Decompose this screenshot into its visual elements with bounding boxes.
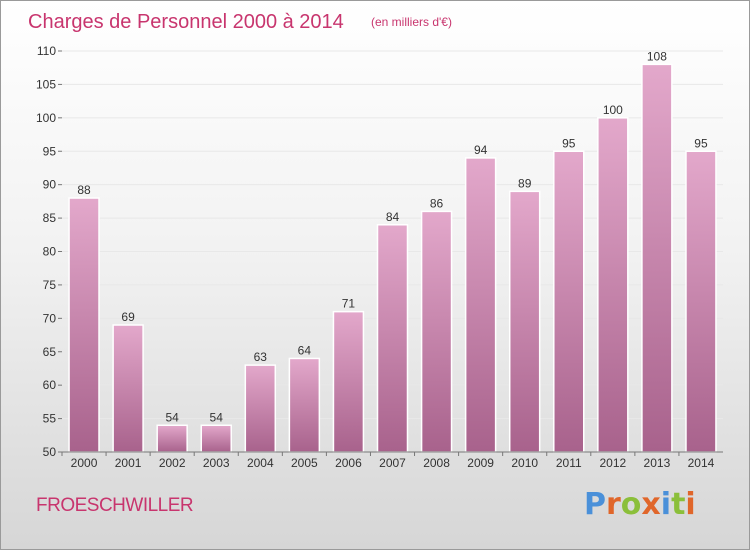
bar-2012	[597, 117, 629, 453]
data-label: 88	[77, 183, 91, 197]
bar-2007	[376, 224, 409, 453]
data-label: 86	[430, 196, 444, 210]
bar-2009	[464, 157, 497, 453]
bar-2001	[112, 324, 144, 453]
y-tick-label: 105	[36, 77, 56, 91]
y-tick-label: 65	[43, 345, 57, 359]
y-tick-label: 55	[43, 412, 57, 426]
bar-2010	[508, 190, 541, 453]
y-tick-label: 80	[43, 245, 57, 259]
data-label: 64	[298, 343, 312, 357]
bar-2003	[200, 424, 232, 453]
y-tick-label: 95	[43, 144, 57, 158]
x-tick-label: 2002	[159, 456, 186, 470]
bar-2000	[68, 197, 100, 453]
x-tick-label: 2007	[379, 456, 406, 470]
data-label: 71	[342, 297, 356, 311]
chart-title: Charges de Personnel 2000 à 2014	[28, 11, 344, 33]
y-tick-label: 110	[37, 44, 56, 58]
logo-letter: x	[641, 487, 661, 522]
x-axis: 2000 2001 2002 2003 2004 2005 2006 2007 2008 2009…	[61, 452, 715, 470]
data-label: 89	[518, 176, 532, 190]
data-label: 54	[165, 410, 179, 424]
data-label: 94	[474, 143, 488, 157]
y-tick-label: 75	[43, 278, 57, 292]
data-label: 95	[694, 136, 708, 150]
x-tick-label: 2005	[291, 456, 318, 470]
place-name: FROESCHWILLER	[36, 495, 194, 516]
chart-subtitle: (en milliers d'€)	[371, 15, 452, 29]
y-tick-label: 85	[43, 211, 57, 225]
x-tick-label: 2011	[556, 456, 582, 470]
y-tick-label: 50	[43, 445, 57, 459]
bars: 88 69 54 54 63 64 71 84 86 94 89 95 100 108 95	[68, 49, 717, 453]
y-tick-label: 70	[43, 311, 57, 325]
data-label: 108	[647, 49, 667, 63]
bar-2006	[332, 310, 365, 453]
logo-letter: P	[584, 487, 606, 522]
bar-2008	[420, 210, 453, 453]
y-axis: 50 55 60 65 70 75 80 85 90 95 100 105 110	[36, 44, 62, 459]
y-tick-label: 100	[36, 111, 56, 125]
logo-letter: r	[606, 487, 621, 522]
x-tick-label: 2006	[335, 456, 362, 470]
bar-2005	[288, 357, 321, 453]
data-label: 100	[603, 103, 623, 117]
y-tick-label: 90	[43, 178, 57, 192]
x-tick-label: 2008	[423, 456, 450, 470]
bar-2002	[156, 424, 188, 453]
data-label: 69	[121, 310, 135, 324]
data-label: 84	[386, 210, 400, 224]
bar-2011	[553, 150, 585, 453]
x-tick-label: 2001	[115, 456, 142, 470]
bar-2014	[685, 150, 717, 453]
logo-letter: i	[660, 487, 672, 522]
data-label: 54	[210, 410, 224, 424]
data-label: 63	[254, 350, 268, 364]
y-tick-label: 60	[43, 378, 57, 392]
x-tick-label: 2013	[644, 456, 671, 470]
x-tick-label: 2012	[599, 456, 626, 470]
data-label: 95	[562, 136, 576, 150]
bar-2013	[641, 63, 673, 453]
x-tick-label: 2009	[467, 456, 494, 470]
logo-letter: t	[671, 487, 686, 522]
x-tick-label: 2000	[71, 456, 98, 470]
x-tick-label: 2004	[247, 456, 274, 470]
logo-letter: i	[685, 487, 696, 522]
x-tick-label: 2010	[511, 456, 538, 470]
logo-letter: o	[620, 487, 642, 522]
bar-2004	[244, 364, 277, 453]
x-tick-label: 2014	[688, 456, 715, 470]
proxiti-logo[interactable]: Proxiti	[584, 487, 696, 522]
x-tick-label: 2003	[203, 456, 230, 470]
